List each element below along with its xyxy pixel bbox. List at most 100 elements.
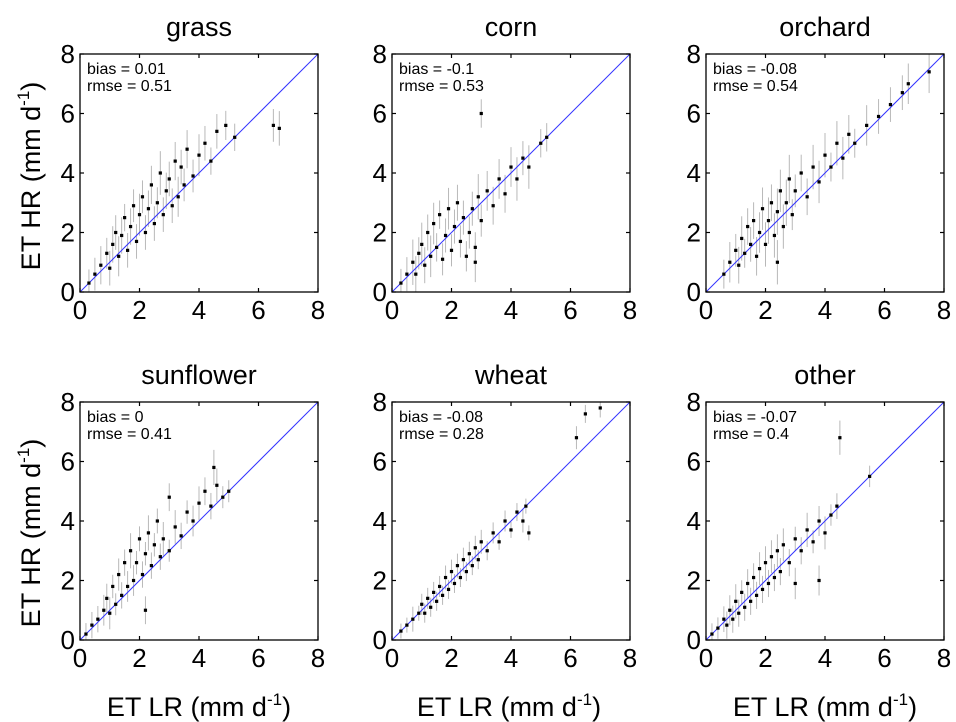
y-tick-label: 0 <box>687 625 701 655</box>
data-point <box>823 153 827 157</box>
data-point <box>111 242 115 246</box>
data-point <box>539 141 543 145</box>
x-tick-label: 4 <box>504 295 518 325</box>
x-axis-label-center: ET LR (mm d-1) <box>417 690 601 722</box>
data-point <box>90 623 94 627</box>
data-point <box>93 272 97 276</box>
data-point <box>155 201 159 205</box>
data-point <box>105 596 109 600</box>
one-to-one-line <box>705 401 945 641</box>
data-point <box>757 230 762 235</box>
data-point <box>817 519 821 523</box>
data-point <box>443 233 448 238</box>
x-tick-label: 8 <box>311 295 325 325</box>
data-point <box>417 251 421 255</box>
data-point <box>470 564 474 568</box>
y-tick-label: 8 <box>61 39 75 69</box>
y-tick-label: 0 <box>373 625 387 655</box>
data-point <box>203 489 207 493</box>
data-point <box>114 230 118 235</box>
data-point <box>763 242 768 246</box>
data-point <box>277 126 281 130</box>
data-point <box>769 555 774 559</box>
bias-annotation: bias = -0.07 <box>713 409 797 426</box>
x-tick-label: 0 <box>73 643 87 673</box>
data-point <box>521 156 525 160</box>
data-point <box>799 171 803 175</box>
data-point <box>161 213 165 217</box>
data-point <box>927 70 931 74</box>
data-point <box>152 543 156 547</box>
data-point <box>420 602 424 606</box>
data-point <box>722 272 726 276</box>
data-point <box>476 195 480 199</box>
data-point <box>503 192 507 196</box>
data-point <box>841 156 845 160</box>
data-point <box>143 608 148 612</box>
data-point <box>838 436 842 440</box>
x-axis-label-left: ET LR (mm d-1) <box>107 690 291 722</box>
data-point <box>793 581 797 586</box>
data-point <box>185 147 189 151</box>
data-point <box>760 207 765 211</box>
data-point <box>164 189 168 193</box>
data-point <box>766 219 771 223</box>
data-point <box>464 569 468 574</box>
x-tick-label: 0 <box>385 295 399 325</box>
y-tick-label: 4 <box>61 158 75 188</box>
data-point <box>784 201 788 205</box>
data-point <box>775 260 779 264</box>
y-tick-label: 2 <box>61 566 75 596</box>
data-point <box>423 611 427 615</box>
y-tick-label: 8 <box>373 387 387 417</box>
data-point <box>749 242 753 246</box>
data-point <box>598 406 602 410</box>
data-point <box>787 177 791 181</box>
bias-annotation: bias = -0.08 <box>399 409 483 426</box>
data-point <box>405 623 409 627</box>
y-tick-label: 0 <box>373 277 387 307</box>
data-point <box>728 260 732 264</box>
data-point <box>778 569 782 574</box>
y-tick-label: 8 <box>373 39 387 69</box>
panel-title: orchard <box>779 12 871 42</box>
error-bars <box>711 420 871 640</box>
y-tick-label: 4 <box>373 506 387 536</box>
data-point <box>446 207 451 211</box>
data-point <box>227 489 231 493</box>
data-point <box>96 617 100 621</box>
x-tick-label: 6 <box>251 295 265 325</box>
data-point <box>197 501 201 505</box>
x-tick-label: 8 <box>623 643 637 673</box>
data-point <box>752 575 756 580</box>
data-point <box>111 584 115 589</box>
data-point <box>743 251 747 255</box>
y-tick-label: 8 <box>687 39 701 69</box>
data-point <box>793 537 797 541</box>
x-tick-label: 8 <box>311 643 325 673</box>
data-point <box>131 578 136 583</box>
data-point <box>191 519 195 523</box>
data-point <box>574 436 579 440</box>
data-point <box>805 528 809 532</box>
data-point <box>461 216 465 220</box>
data-point <box>583 412 587 416</box>
data-point <box>167 549 171 553</box>
data-point <box>835 141 839 145</box>
x-tick-label: 8 <box>937 295 951 325</box>
bias-annotation: bias = -0.1 <box>399 61 474 78</box>
data-point <box>760 587 765 592</box>
y-tick-label: 6 <box>61 99 75 129</box>
data-points <box>84 465 231 636</box>
x-tick-label: 0 <box>385 643 399 673</box>
y-tick-label: 0 <box>687 277 701 307</box>
data-point <box>209 159 213 163</box>
data-point <box>429 605 433 609</box>
y-axis-label-top: ET HR (mm d-1) <box>14 82 46 271</box>
data-point <box>509 165 513 169</box>
x-tick-label: 4 <box>192 643 206 673</box>
data-point <box>775 549 779 553</box>
